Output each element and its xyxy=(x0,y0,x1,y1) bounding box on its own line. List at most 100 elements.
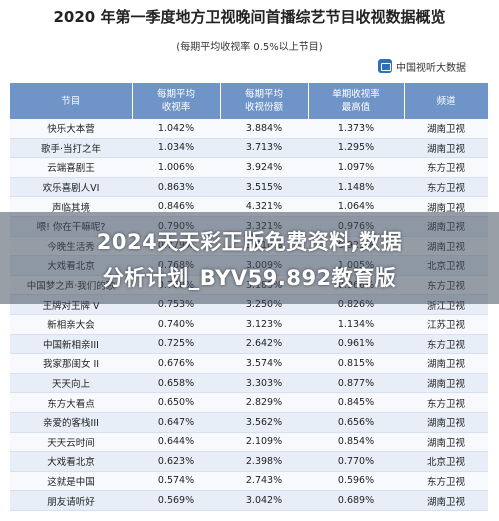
column-header-line: 收视率 xyxy=(161,102,191,113)
table-cell: 0.740% xyxy=(132,314,220,335)
overlay-banner xyxy=(0,212,499,304)
table-cell: 欢乐喜剧人VI xyxy=(10,177,132,198)
table-cell: 0.650% xyxy=(132,392,220,413)
table-cell: 中国新相亲III xyxy=(10,334,132,355)
table-row: 声临其境 0.846% 4.321% 1.064% 湖南卫视 xyxy=(10,196,488,217)
table-cell: 湖南卫视 xyxy=(404,373,488,394)
tv-icon xyxy=(378,59,392,73)
table-cell: 湖南卫视 xyxy=(404,490,488,511)
column-header-line: 单期收视率 xyxy=(332,89,380,100)
table-cell: 湖南卫视 xyxy=(404,119,488,139)
table-row: 快乐大本营 1.042% 3.884% 1.373% 湖南卫视 xyxy=(10,119,488,139)
table-cell: 0.656% xyxy=(308,412,404,433)
brand-logo: 中国视听大数据 xyxy=(378,58,466,74)
table-cell: 东方卫视 xyxy=(404,392,488,413)
table-cell: 云端喜剧王 xyxy=(10,157,132,178)
table-cell: 0.877% xyxy=(308,373,404,394)
table-cell: 3.042% xyxy=(220,490,308,511)
table-cell: 3.574% xyxy=(220,353,308,374)
table-row: 我家那闺女 II 0.676% 3.574% 0.815% 湖南卫视 xyxy=(10,353,488,374)
table-cell: 0.961% xyxy=(308,334,404,355)
column-header-line: 收视份额 xyxy=(244,102,283,113)
table-cell: 3.884% xyxy=(220,119,308,139)
table-cell: 0.689% xyxy=(308,490,404,511)
table-cell: 东方卫视 xyxy=(404,334,488,355)
table-cell: 东方卫视 xyxy=(404,177,488,198)
table-cell: 0.569% xyxy=(132,490,220,511)
table-row: 东方大看点 0.650% 2.829% 0.845% 东方卫视 xyxy=(10,392,488,413)
table-cell: 0.854% xyxy=(308,432,404,453)
table-cell: 1.064% xyxy=(308,196,404,217)
table-cell: 2.829% xyxy=(220,392,308,413)
table-row: 亲爱的客栈III 0.647% 3.562% 0.656% 湖南卫视 xyxy=(10,412,488,433)
table-cell: 北京卫视 xyxy=(404,451,488,472)
column-header-line: 频道 xyxy=(436,95,456,107)
table-cell: 东方大看点 xyxy=(10,392,132,413)
table-cell: 湖南卫视 xyxy=(404,432,488,453)
column-header: 单期收视率 最高值 xyxy=(308,83,405,119)
table-row: 歌手·当打之年 1.034% 3.713% 1.295% 湖南卫视 xyxy=(10,138,488,159)
table-row: 朋友请听好 0.569% 3.042% 0.689% 湖南卫视 xyxy=(10,490,488,511)
table-cell: 我家那闺女 II xyxy=(10,353,132,374)
table-cell: 这就是中国 xyxy=(10,471,132,492)
table-cell: 0.596% xyxy=(308,471,404,492)
page-subtitle: (每期平均收视率 0.5%以上节目) xyxy=(176,42,323,53)
table-cell: 2.398% xyxy=(220,451,308,472)
table-cell: 1.295% xyxy=(308,138,404,159)
table-row: 这就是中国 0.574% 2.743% 0.596% 东方卫视 xyxy=(10,471,488,492)
table-cell: 东方卫视 xyxy=(404,471,488,492)
table-cell: 4.321% xyxy=(220,196,308,217)
table-cell: 天天云时间 xyxy=(10,432,132,453)
table-cell: 亲爱的客栈III xyxy=(10,412,132,433)
table-cell: 3.713% xyxy=(220,138,308,159)
table-row: 中国新相亲III 0.725% 2.642% 0.961% 东方卫视 xyxy=(10,334,488,355)
column-header-line: 节目 xyxy=(61,95,81,107)
column-header-line: 每期平均 xyxy=(244,89,283,100)
table-cell: 0.658% xyxy=(132,373,220,394)
table-cell: 湖南卫视 xyxy=(404,138,488,159)
table-cell: 湖南卫视 xyxy=(404,196,488,217)
column-header-line: 每期平均 xyxy=(156,89,195,100)
table-cell: 2.642% xyxy=(220,334,308,355)
table-cell: 3.924% xyxy=(220,157,308,178)
table-cell: 湖南卫视 xyxy=(404,412,488,433)
banner-line-2: 分析计划_BYV59.892教育版 xyxy=(102,266,397,290)
table-cell: 1.042% xyxy=(132,119,220,139)
brand-label: 中国视听大数据 xyxy=(396,62,466,74)
table-cell: 3.562% xyxy=(220,412,308,433)
column-header: 每期平均 收视率 xyxy=(132,83,221,119)
table-cell: 东方卫视 xyxy=(404,157,488,178)
table-cell: 0.644% xyxy=(132,432,220,453)
table-cell: 0.845% xyxy=(308,392,404,413)
table-cell: 2.109% xyxy=(220,432,308,453)
table-cell: 朋友请听好 xyxy=(10,490,132,511)
table-cell: 3.303% xyxy=(220,373,308,394)
table-header: 节目 每期平均 收视率 每期平均 收视份额 单期收视率 最高值 频道 xyxy=(10,83,489,119)
table-cell: 大戏看北京 xyxy=(10,451,132,472)
table-row: 云端喜剧王 1.006% 3.924% 1.097% 东方卫视 xyxy=(10,157,488,178)
table-body: 快乐大本营 1.042% 3.884% 1.373% 湖南卫视 歌手·当打之年 1.034%… xyxy=(10,119,488,511)
table-cell: 1.373% xyxy=(308,119,404,139)
table-cell: 3.515% xyxy=(220,177,308,198)
table-cell: 0.846% xyxy=(132,196,220,217)
table-cell: 1.006% xyxy=(132,157,220,178)
table-cell: 歌手·当打之年 xyxy=(10,138,132,159)
table-row: 天天云时间 0.644% 2.109% 0.854% 湖南卫视 xyxy=(10,432,488,453)
page-title: 2020 年第一季度地方卫视晚间首播综艺节目收视数据概览 xyxy=(53,8,446,26)
banner-line-1: 2024天天彩正版免费资料,数据 xyxy=(96,230,403,254)
table-cell: 0.770% xyxy=(308,451,404,472)
table-row: 天天向上 0.658% 3.303% 0.877% 湖南卫视 xyxy=(10,373,488,394)
table-cell: 0.815% xyxy=(308,353,404,374)
table-row: 欢乐喜剧人VI 0.863% 3.515% 1.148% 东方卫视 xyxy=(10,177,488,198)
table-cell: 1.097% xyxy=(308,157,404,178)
table-cell: 0.863% xyxy=(132,177,220,198)
table-row: 大戏看北京 0.623% 2.398% 0.770% 北京卫视 xyxy=(10,451,488,472)
table-cell: 快乐大本营 xyxy=(10,119,132,139)
table-cell: 声临其境 xyxy=(10,196,132,217)
table-cell: 0.623% xyxy=(132,451,220,472)
table-cell: 1.134% xyxy=(308,314,404,335)
table-cell: 新相亲大会 xyxy=(10,314,132,335)
table-cell: 3.123% xyxy=(220,314,308,335)
table-cell: 0.676% xyxy=(132,353,220,374)
table-cell: 江苏卫视 xyxy=(404,314,488,335)
